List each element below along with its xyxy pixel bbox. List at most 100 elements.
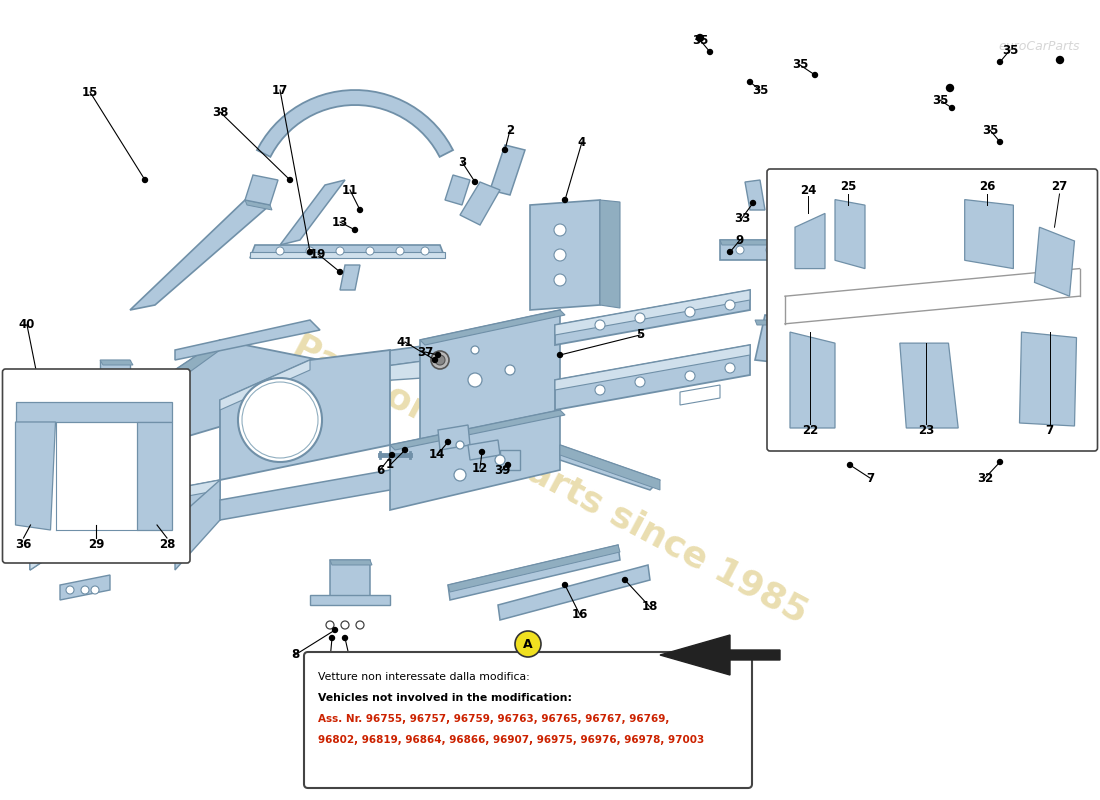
Polygon shape [490,145,525,195]
Polygon shape [100,360,133,365]
Polygon shape [280,180,345,245]
Polygon shape [745,180,764,210]
Text: 40: 40 [19,318,35,331]
Text: 2: 2 [506,123,514,137]
Text: 1: 1 [386,458,394,471]
Text: A: A [524,638,532,650]
Text: 36: 36 [15,538,32,550]
Circle shape [306,247,313,255]
Text: euroCarParts: euroCarParts [999,40,1080,53]
Circle shape [782,250,788,254]
Text: 31: 31 [812,282,828,294]
Circle shape [503,147,507,153]
Polygon shape [220,470,390,520]
Text: Vetture non interessate dalla modifica:: Vetture non interessate dalla modifica: [318,672,530,682]
Circle shape [81,586,89,594]
Text: 41: 41 [397,335,414,349]
Text: 37: 37 [417,346,433,358]
Text: 96802, 96819, 96864, 96866, 96907, 96975, 96976, 96978, 97003: 96802, 96819, 96864, 96866, 96907, 96975… [318,735,704,745]
Circle shape [454,469,466,481]
Polygon shape [340,265,360,290]
Polygon shape [755,315,810,365]
Text: 8: 8 [290,649,299,662]
FancyBboxPatch shape [767,169,1098,451]
Circle shape [998,59,1002,65]
Circle shape [766,246,774,254]
Polygon shape [60,480,220,550]
Circle shape [342,635,348,641]
Circle shape [480,450,484,454]
Text: 20: 20 [342,654,359,666]
Text: 12: 12 [472,462,488,474]
Text: 33: 33 [734,211,750,225]
Text: 3: 3 [458,155,466,169]
Circle shape [436,353,440,358]
Polygon shape [390,410,560,510]
Text: 7: 7 [1045,423,1054,437]
Polygon shape [448,545,620,600]
Polygon shape [420,310,565,345]
Polygon shape [175,480,220,570]
Text: 39: 39 [494,463,510,477]
Polygon shape [965,200,1013,269]
Circle shape [332,627,338,633]
Circle shape [554,224,566,236]
Polygon shape [138,422,172,530]
Polygon shape [250,245,446,258]
Text: 35: 35 [1002,43,1019,57]
Circle shape [856,246,864,254]
Circle shape [815,262,821,267]
Circle shape [341,621,349,629]
Polygon shape [30,510,60,570]
Circle shape [886,246,894,254]
Polygon shape [790,275,840,340]
Polygon shape [245,200,272,210]
Circle shape [813,73,817,78]
Circle shape [736,246,744,254]
Polygon shape [1000,360,1020,400]
Text: 7: 7 [866,471,874,485]
Circle shape [916,246,924,254]
Circle shape [326,621,334,629]
Text: 40: 40 [19,549,35,562]
Polygon shape [960,295,980,325]
Text: 29: 29 [88,538,104,550]
Text: Vehicles not involved in the modification:: Vehicles not involved in the modificatio… [318,693,572,703]
Text: Ass. Nr. 96755, 96757, 96759, 96763, 96765, 96767, 96769,: Ass. Nr. 96755, 96757, 96759, 96763, 967… [318,714,670,724]
Circle shape [725,363,735,373]
Text: 15: 15 [81,86,98,98]
Text: 23: 23 [917,423,934,437]
Polygon shape [60,575,110,600]
Text: 9: 9 [736,234,744,246]
Text: 35: 35 [932,94,948,106]
Circle shape [495,455,505,465]
Text: 5: 5 [636,329,645,342]
Polygon shape [15,402,172,422]
Polygon shape [800,220,825,270]
FancyBboxPatch shape [2,369,190,563]
Polygon shape [556,290,750,335]
Text: 34: 34 [997,415,1013,429]
Text: 18: 18 [641,601,658,614]
Circle shape [396,247,404,255]
Polygon shape [460,182,500,225]
Polygon shape [446,175,470,205]
Text: 35: 35 [692,34,708,46]
Circle shape [287,178,293,182]
Circle shape [473,179,477,185]
Circle shape [389,453,395,458]
Polygon shape [755,320,812,325]
Circle shape [635,313,645,323]
Polygon shape [390,410,565,450]
Circle shape [40,398,44,402]
FancyBboxPatch shape [304,652,752,788]
Circle shape [37,530,47,540]
Text: 14: 14 [429,449,446,462]
Circle shape [696,34,704,42]
Polygon shape [160,340,320,440]
Circle shape [847,462,852,467]
Circle shape [826,246,834,254]
Polygon shape [530,200,600,310]
Circle shape [468,373,482,387]
Text: 25: 25 [839,181,856,194]
